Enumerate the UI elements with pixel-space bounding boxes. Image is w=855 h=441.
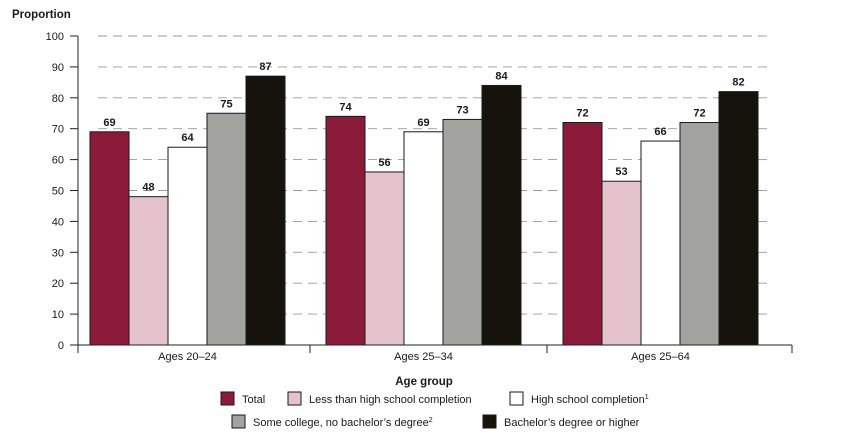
bar: [364, 171, 405, 346]
y-tick-label: 80: [52, 93, 64, 105]
y-tick-label: 30: [52, 247, 64, 259]
bar: [679, 122, 720, 346]
y-tick-label: 70: [52, 124, 64, 136]
x-axis: Ages 20–24 Ages 25–34 Ages 25–64: [77, 344, 793, 363]
data-label: 87: [259, 61, 271, 73]
bar: [442, 118, 483, 346]
legend-swatch: [482, 414, 497, 429]
bar: [128, 196, 169, 346]
y-tick-label: 0: [58, 340, 64, 352]
x-tick-label: Ages 25–34: [394, 351, 453, 363]
bar: [89, 131, 130, 346]
x-tick-label: Ages 25–64: [631, 351, 690, 363]
data-label: 69: [103, 117, 115, 129]
legend-label: Total: [242, 394, 265, 406]
legend-footnote-marker: 2: [429, 417, 433, 424]
bar: [640, 140, 681, 346]
data-label: 82: [732, 77, 744, 89]
legend: Total Less than high school completion Hig…: [220, 391, 649, 429]
bar: [403, 131, 444, 346]
bar: [601, 180, 642, 346]
data-label: 69: [417, 117, 429, 129]
bar: [206, 112, 247, 346]
legend-label: Bachelor’s degree or higher: [504, 417, 640, 429]
y-tick-label: 50: [52, 186, 64, 198]
data-label: 74: [339, 101, 352, 113]
data-label: 66: [654, 126, 666, 138]
y-tick-label: 90: [52, 62, 64, 74]
data-label: 72: [576, 108, 588, 120]
data-label: 84: [495, 70, 508, 82]
legend-footnote-marker: 1: [645, 394, 649, 401]
legend-swatch: [509, 391, 524, 406]
legend-swatch: [287, 391, 302, 406]
legend-swatch: [220, 391, 235, 406]
data-label: 48: [142, 182, 154, 194]
data-label: 64: [181, 132, 194, 144]
y-tick-label: 40: [52, 216, 64, 228]
y-tick-label: 100: [46, 31, 64, 43]
y-axis: 0 10 20 30 40 50 60 70 80 90 100: [46, 31, 79, 352]
legend-label: Less than high school completion: [309, 394, 472, 406]
data-label: 53: [615, 166, 627, 178]
y-tick-label: 10: [52, 309, 64, 321]
bar: [562, 122, 603, 346]
x-axis-title: Age group: [395, 376, 453, 388]
y-tick-label: 60: [52, 155, 64, 167]
data-label: 75: [220, 98, 232, 110]
x-tick-label: Ages 20–24: [158, 351, 217, 363]
data-label: 73: [456, 104, 468, 116]
bars: 69 48 64 75 87 74 56 69 73 84 72 53 66 72 82: [89, 61, 759, 346]
legend-swatch: [231, 414, 246, 429]
legend-label: High school completion1: [531, 394, 649, 406]
data-label: 56: [378, 157, 390, 169]
bar: [481, 84, 522, 346]
y-tick-label: 20: [52, 278, 64, 290]
data-label: 72: [693, 108, 705, 120]
bar: [245, 75, 286, 346]
legend-label: Some college, no bachelor’s degree2: [253, 417, 433, 429]
y-axis-title: Proportion: [12, 9, 71, 21]
bar: [167, 146, 208, 346]
bar: [325, 115, 366, 346]
bar: [718, 91, 759, 346]
